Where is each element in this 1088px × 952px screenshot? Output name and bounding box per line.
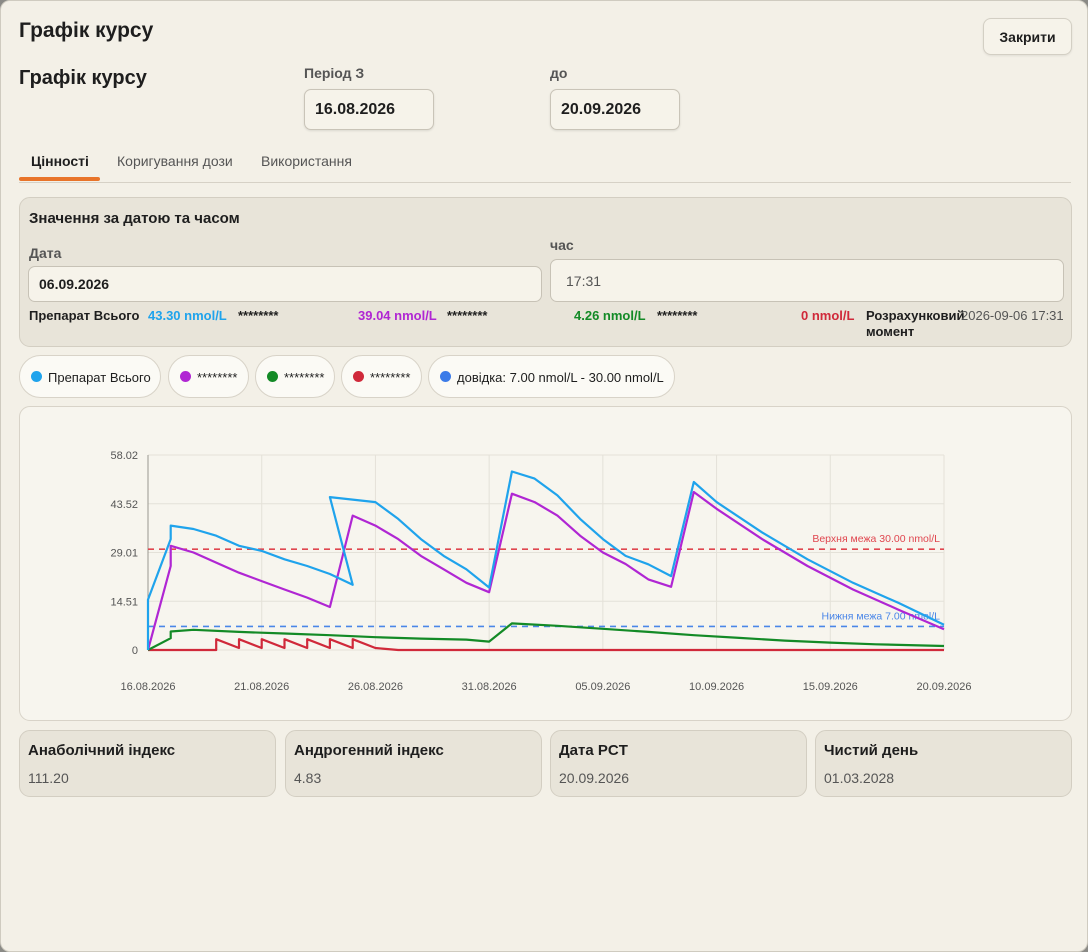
concentration-chart[interactable]: 16.08.2026 21.08.2026 26.08.2026 31.08.2026… (20, 407, 1073, 722)
stat-value: 111.20 (28, 770, 69, 786)
x-tick-label: 05.09.2026 (575, 681, 630, 693)
y-tick-label: 29.01 (110, 548, 138, 560)
stat-value: 20.09.2026 (559, 770, 630, 786)
legend-label: Препарат Всього (48, 370, 151, 385)
series3-value: 0 nmol/L (801, 308, 855, 323)
dialog-title: Графік курсу (19, 19, 154, 42)
series3-label: ******** (657, 308, 698, 323)
series-line-s1 (146, 490, 945, 651)
values-panel: Значення за датою та часом Дата час Преп… (19, 197, 1072, 347)
stat-anabolic-index: Анаболічний індекс 111.20 (19, 730, 276, 797)
values-panel-title: Значення за датою та часом (29, 210, 240, 227)
legend-chip-series3[interactable]: ******** (341, 355, 422, 398)
tab-bar: Цінності Коригування дози Використання (19, 141, 1071, 183)
series2-value: 4.26 nmol/L (574, 308, 646, 323)
period-from-label: Період З (304, 65, 365, 81)
page-title: Графік курсу (19, 67, 147, 89)
lower-limit-label: Нижня межа 7.00 nmol/L (822, 610, 941, 622)
x-tick-label: 31.08.2026 (462, 681, 517, 693)
legend-dot-icon (180, 371, 191, 382)
legend-chip-series2[interactable]: ******** (255, 355, 335, 398)
stat-label: Андрогенний індекс (294, 742, 444, 759)
x-tick-label: 26.08.2026 (348, 681, 403, 693)
series-line-s2 (147, 622, 945, 651)
period-to-input[interactable] (550, 89, 680, 130)
legend-dot-icon (31, 371, 42, 382)
time-label: час (550, 237, 574, 253)
x-tick-label: 16.08.2026 (120, 681, 175, 693)
legend-chip-series1[interactable]: ******** (168, 355, 249, 398)
tab-dose-adjustment[interactable]: Коригування дози (117, 153, 233, 169)
series-line-s3 (148, 638, 944, 652)
total-label: Препарат Всього (29, 308, 140, 323)
series1-label: ******** (238, 308, 279, 323)
legend-chip-reference[interactable]: довідка: 7.00 nmol/L - 30.00 nmol/L (428, 355, 675, 398)
legend-label: ******** (284, 370, 325, 385)
date-label: Дата (29, 245, 62, 261)
chart-card: 16.08.2026 21.08.2026 26.08.2026 31.08.2026… (19, 406, 1072, 721)
upper-limit-label: Верхня межа 30.00 nmol/L (812, 533, 940, 545)
y-tick-label: 43.52 (110, 499, 138, 511)
y-tick-label: 14.51 (110, 596, 138, 608)
stat-label: Анаболічний індекс (28, 742, 176, 759)
stat-value: 4.83 (294, 770, 322, 786)
stat-clean-day: Чистий день 01.03.2028 (815, 730, 1072, 797)
date-input[interactable] (28, 266, 542, 302)
stat-label: Дата PCT (559, 742, 628, 759)
time-input[interactable] (550, 259, 1064, 302)
close-button[interactable]: Закрити (983, 18, 1072, 55)
stat-value: 01.03.2028 (824, 770, 895, 786)
legend-dot-icon (267, 371, 278, 382)
stat-pct-date: Дата PCT 20.09.2026 (550, 730, 807, 797)
y-tick-label: 58.02 (110, 450, 138, 462)
series1-value: 39.04 nmol/L (358, 308, 437, 323)
legend-chip-total[interactable]: Препарат Всього (19, 355, 161, 398)
legend-dot-icon (353, 371, 364, 382)
x-tick-label: 20.09.2026 (916, 681, 971, 693)
y-tick-label: 0 (132, 645, 138, 657)
stat-androgenic-index: Андрогенний індекс 4.83 (285, 730, 542, 797)
moment-value: 2026-09-06 17:31 (961, 308, 1064, 323)
period-to-label: до (550, 65, 568, 81)
legend-label: довідка: 7.00 nmol/L - 30.00 nmol/L (457, 370, 664, 385)
legend-label: ******** (370, 370, 411, 385)
x-tick-label: 10.09.2026 (689, 681, 744, 693)
stat-label: Чистий день (824, 742, 919, 759)
x-tick-label: 21.08.2026 (234, 681, 289, 693)
series-line-total (146, 470, 945, 650)
total-value: 43.30 nmol/L (148, 308, 227, 323)
moment-label: Розрахунковий момент (866, 308, 965, 339)
tab-usage[interactable]: Використання (261, 153, 352, 169)
legend-label: ******** (197, 370, 238, 385)
tab-values[interactable]: Цінності (31, 153, 89, 169)
active-tab-indicator (19, 177, 100, 181)
period-from-input[interactable] (304, 89, 434, 130)
legend-dot-icon (440, 371, 451, 382)
series2-label: ******** (447, 308, 488, 323)
x-tick-label: 15.09.2026 (803, 681, 858, 693)
